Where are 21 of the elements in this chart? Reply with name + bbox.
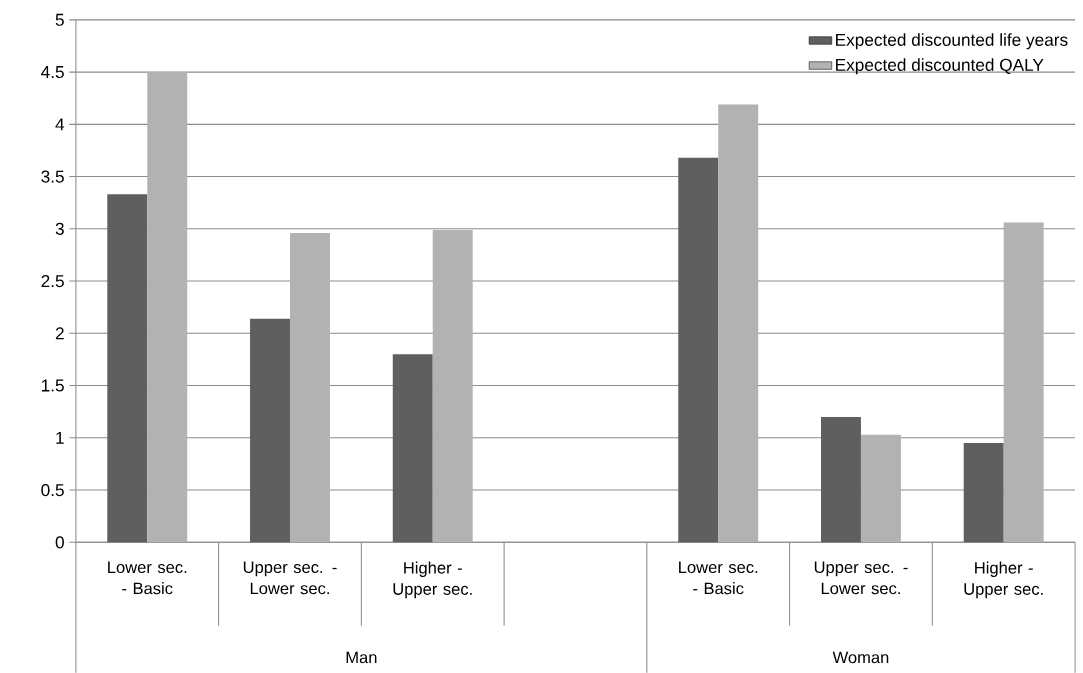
y-tick-label: 0 bbox=[55, 536, 64, 549]
x-tick-label: Upper sec. - Lower sec. bbox=[243, 561, 337, 595]
legend-label: Expected discounted QALY bbox=[836, 58, 1044, 75]
x-tick-label: Higher - Upper sec. bbox=[393, 561, 472, 598]
y-tick-label: 0.5 bbox=[41, 483, 64, 496]
x-tick-label: Lower sec. - Basic bbox=[679, 561, 758, 595]
legend-label: Expected discounted life years bbox=[836, 33, 1068, 50]
y-tick-label: 2 bbox=[55, 327, 64, 340]
x-tick-label: Lower sec. - Basic bbox=[108, 561, 187, 595]
y-tick-label: 3 bbox=[55, 222, 64, 235]
y-tick-label: 4 bbox=[55, 118, 65, 131]
x-tick-label: Higher - Upper sec. bbox=[964, 561, 1043, 598]
y-tick-label: 5 bbox=[55, 13, 64, 26]
y-tick-label: 1 bbox=[56, 431, 64, 444]
text: Man bbox=[346, 651, 377, 664]
y-tick-label: 2.5 bbox=[41, 274, 64, 287]
x-tick-label: Upper sec. - Lower sec. bbox=[814, 561, 908, 595]
y-tick-label: 3.5 bbox=[41, 170, 64, 183]
text: Woman bbox=[832, 651, 889, 664]
y-tick-label: 1.5 bbox=[41, 379, 64, 392]
y-tick-label: 4.5 bbox=[41, 65, 64, 78]
